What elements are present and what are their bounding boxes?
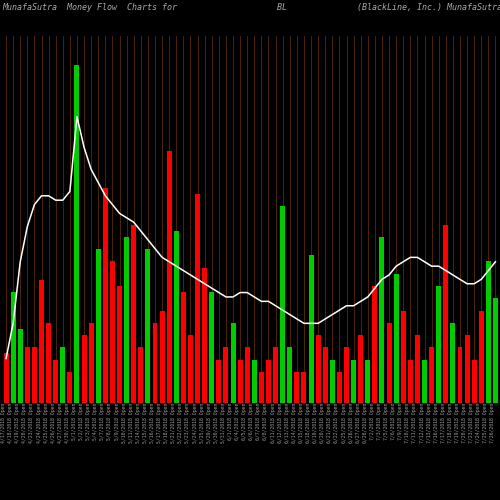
Bar bbox=[394, 274, 398, 402]
Bar bbox=[110, 262, 115, 402]
Bar bbox=[216, 360, 222, 403]
Bar bbox=[401, 310, 406, 402]
Bar bbox=[288, 348, 292, 403]
Bar bbox=[238, 360, 242, 403]
Bar bbox=[444, 224, 448, 402]
Bar bbox=[450, 323, 456, 402]
Bar bbox=[152, 323, 158, 402]
Bar bbox=[166, 151, 172, 403]
Bar bbox=[82, 335, 86, 402]
Bar bbox=[68, 372, 72, 402]
Bar bbox=[4, 354, 8, 403]
Bar bbox=[124, 237, 129, 402]
Bar bbox=[60, 348, 66, 403]
Text: MunafaSutra  Money Flow  Charts for                    BL              (BlackLin: MunafaSutra Money Flow Charts for BL (Bl… bbox=[2, 2, 500, 12]
Bar bbox=[479, 310, 484, 402]
Bar bbox=[429, 348, 434, 403]
Bar bbox=[181, 292, 186, 403]
Bar bbox=[280, 206, 285, 402]
Bar bbox=[408, 360, 413, 403]
Bar bbox=[32, 348, 37, 403]
Bar bbox=[322, 348, 328, 403]
Bar bbox=[415, 335, 420, 402]
Bar bbox=[380, 237, 384, 402]
Bar bbox=[103, 188, 108, 402]
Bar bbox=[294, 372, 300, 402]
Bar bbox=[366, 360, 370, 403]
Bar bbox=[302, 372, 306, 402]
Bar bbox=[458, 348, 462, 403]
Bar bbox=[174, 231, 179, 402]
Bar bbox=[316, 335, 320, 402]
Bar bbox=[117, 286, 122, 403]
Bar bbox=[160, 310, 164, 402]
Bar bbox=[195, 194, 200, 402]
Bar bbox=[436, 286, 441, 403]
Bar bbox=[337, 372, 342, 402]
Bar bbox=[422, 360, 427, 403]
Bar bbox=[202, 268, 207, 402]
Bar bbox=[464, 335, 469, 402]
Bar bbox=[188, 335, 193, 402]
Bar bbox=[18, 329, 22, 402]
Bar bbox=[372, 286, 378, 403]
Bar bbox=[96, 249, 100, 402]
Bar bbox=[386, 323, 392, 402]
Bar bbox=[224, 348, 228, 403]
Bar bbox=[472, 360, 476, 403]
Bar bbox=[493, 298, 498, 403]
Bar bbox=[308, 256, 314, 402]
Bar bbox=[259, 372, 264, 402]
Bar bbox=[344, 348, 349, 403]
Bar bbox=[39, 280, 44, 402]
Bar bbox=[74, 66, 80, 402]
Bar bbox=[46, 323, 51, 402]
Bar bbox=[88, 323, 94, 402]
Bar bbox=[25, 348, 30, 403]
Bar bbox=[210, 292, 214, 403]
Bar bbox=[273, 348, 278, 403]
Bar bbox=[486, 262, 491, 402]
Bar bbox=[10, 292, 16, 403]
Bar bbox=[146, 249, 150, 402]
Bar bbox=[230, 323, 235, 402]
Bar bbox=[244, 348, 250, 403]
Bar bbox=[53, 360, 58, 403]
Bar bbox=[131, 224, 136, 402]
Bar bbox=[330, 360, 335, 403]
Bar bbox=[138, 348, 143, 403]
Bar bbox=[358, 335, 363, 402]
Bar bbox=[266, 360, 271, 403]
Bar bbox=[252, 360, 257, 403]
Bar bbox=[351, 360, 356, 403]
